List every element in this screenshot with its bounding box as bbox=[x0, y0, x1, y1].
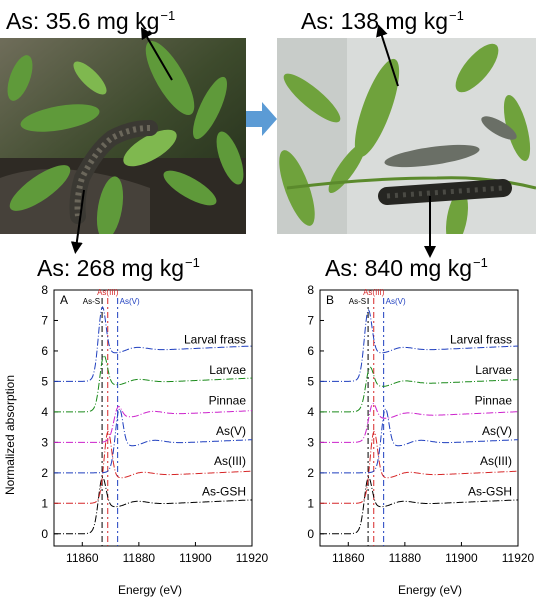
x-tick-label: 11860 bbox=[66, 551, 99, 565]
photo-fern-leaf-larva-left bbox=[0, 38, 246, 234]
reference-line-label: As(V) bbox=[386, 297, 406, 306]
series-line bbox=[54, 405, 252, 443]
x-tick-label: 11900 bbox=[445, 551, 478, 565]
conc-label-right-larva: As: 840 mg kg−1 bbox=[325, 255, 488, 281]
y-tick-label: 0 bbox=[307, 527, 314, 541]
right-arrow-icon bbox=[246, 102, 277, 136]
y-tick-label: 7 bbox=[41, 313, 48, 327]
x-tick-label: 11920 bbox=[236, 551, 269, 565]
series-label: As-GSH bbox=[468, 485, 512, 499]
series-label: Larval frass bbox=[450, 332, 512, 346]
series-line bbox=[320, 430, 519, 504]
y-tick-label: 1 bbox=[307, 496, 314, 510]
y-tick-label: 1 bbox=[41, 496, 48, 510]
panel-label: A bbox=[60, 293, 68, 307]
y-tick-label: 0 bbox=[41, 527, 48, 541]
x-axis-label-a: Energy (eV) bbox=[118, 583, 183, 597]
y-tick-label: 4 bbox=[41, 405, 48, 419]
y-tick-label: 6 bbox=[307, 344, 314, 358]
y-tick-label: 7 bbox=[307, 313, 314, 327]
xanes-chart-b: 0 1 2 3 4 5 6 7 8 11860 11880 11900 11920 B As-S As(III… bbox=[284, 282, 536, 582]
y-tick-label: 4 bbox=[307, 405, 314, 419]
series-label: Larval frass bbox=[184, 332, 246, 346]
series-line bbox=[320, 402, 519, 443]
y-tick-label: 8 bbox=[41, 283, 48, 297]
y-tick-label: 2 bbox=[41, 466, 48, 480]
series-line bbox=[320, 366, 518, 413]
series-label: Pinnae bbox=[475, 393, 513, 407]
arrow-shape bbox=[246, 102, 277, 136]
series-label: As-GSH bbox=[202, 485, 246, 499]
conc-label-left-larva: As: 268 mg kg−1 bbox=[37, 255, 200, 281]
reference-line-label: As(III) bbox=[363, 288, 385, 297]
y-tick-label: 6 bbox=[41, 344, 48, 358]
y-tick-label: 3 bbox=[41, 435, 48, 449]
plot-frame bbox=[53, 289, 253, 547]
pointer-arrows bbox=[70, 24, 436, 258]
y-tick-label: 8 bbox=[307, 283, 314, 297]
arrow-left-leaf bbox=[140, 26, 173, 81]
series-line bbox=[54, 430, 253, 504]
series-label: As(V) bbox=[216, 424, 246, 438]
reference-line-label: As(III) bbox=[97, 288, 119, 297]
photo-fern-leaf-larva-right bbox=[277, 38, 536, 234]
arrow-right-leaf bbox=[376, 24, 399, 87]
series-label: Larvae bbox=[209, 363, 246, 377]
series-label: Pinnae bbox=[209, 393, 247, 407]
series-line bbox=[54, 354, 252, 413]
arrow-left-larva bbox=[70, 189, 85, 254]
series-line bbox=[54, 476, 253, 535]
reference-line-label: As(V) bbox=[120, 297, 140, 306]
y-tick-label: 5 bbox=[307, 374, 314, 388]
series-line bbox=[320, 407, 518, 474]
y-axis-label: Normalized absorption bbox=[3, 374, 17, 496]
series-line bbox=[54, 407, 252, 474]
reference-line-label: As-S bbox=[83, 297, 100, 306]
series-line bbox=[54, 306, 253, 382]
reference-line-label: As-S bbox=[349, 297, 366, 306]
series-line bbox=[320, 476, 519, 535]
series-label: Larvae bbox=[475, 363, 512, 377]
x-axis-label-b: Energy (eV) bbox=[398, 583, 463, 597]
conc-label-right-leaf: As: 138 mg kg−1 bbox=[301, 8, 464, 34]
series-label: As(III) bbox=[214, 454, 246, 468]
y-tick-label: 5 bbox=[41, 374, 48, 388]
x-tick-label: 11920 bbox=[502, 551, 535, 565]
x-tick-label: 11880 bbox=[123, 551, 156, 565]
series-line bbox=[320, 309, 519, 382]
y-tick-label: 2 bbox=[307, 466, 314, 480]
xanes-chart-a: 0 1 2 3 4 5 6 7 8 11860 11880 11900 11920 A As-S As(III… bbox=[18, 282, 270, 582]
series-label: As(V) bbox=[482, 424, 512, 438]
plot-frame bbox=[319, 289, 519, 547]
x-tick-label: 11900 bbox=[179, 551, 212, 565]
series-label: As(III) bbox=[480, 454, 512, 468]
conc-label-left-leaf: As: 35.6 mg kg−1 bbox=[6, 8, 176, 34]
x-tick-label: 11860 bbox=[332, 551, 365, 565]
y-tick-label: 3 bbox=[307, 435, 314, 449]
x-tick-label: 11880 bbox=[389, 551, 422, 565]
panel-label: B bbox=[326, 293, 334, 307]
